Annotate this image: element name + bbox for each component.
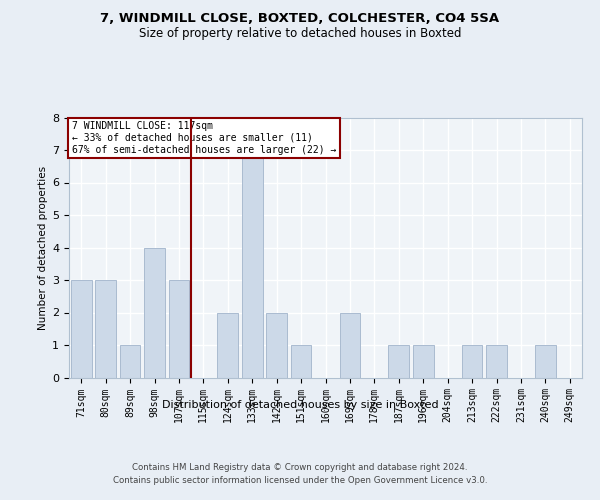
Bar	[95, 280, 116, 378]
Bar	[242, 150, 263, 378]
Text: Distribution of detached houses by size in Boxted: Distribution of detached houses by size …	[161, 400, 439, 410]
Text: Size of property relative to detached houses in Boxted: Size of property relative to detached ho…	[139, 28, 461, 40]
Bar	[119, 345, 140, 378]
Text: 7 WINDMILL CLOSE: 117sqm
← 33% of detached houses are smaller (11)
67% of semi-d: 7 WINDMILL CLOSE: 117sqm ← 33% of detach…	[71, 122, 336, 154]
Bar	[486, 345, 507, 378]
Bar	[290, 345, 311, 378]
Y-axis label: Number of detached properties: Number of detached properties	[38, 166, 48, 330]
Text: Contains HM Land Registry data © Crown copyright and database right 2024.: Contains HM Land Registry data © Crown c…	[132, 462, 468, 471]
Bar	[266, 312, 287, 378]
Bar	[535, 345, 556, 378]
Text: 7, WINDMILL CLOSE, BOXTED, COLCHESTER, CO4 5SA: 7, WINDMILL CLOSE, BOXTED, COLCHESTER, C…	[100, 12, 500, 26]
Bar	[461, 345, 482, 378]
Bar	[71, 280, 92, 378]
Bar	[144, 248, 165, 378]
Bar	[388, 345, 409, 378]
Text: Contains public sector information licensed under the Open Government Licence v3: Contains public sector information licen…	[113, 476, 487, 485]
Bar	[169, 280, 190, 378]
Bar	[217, 312, 238, 378]
Bar	[340, 312, 361, 378]
Bar	[413, 345, 434, 378]
